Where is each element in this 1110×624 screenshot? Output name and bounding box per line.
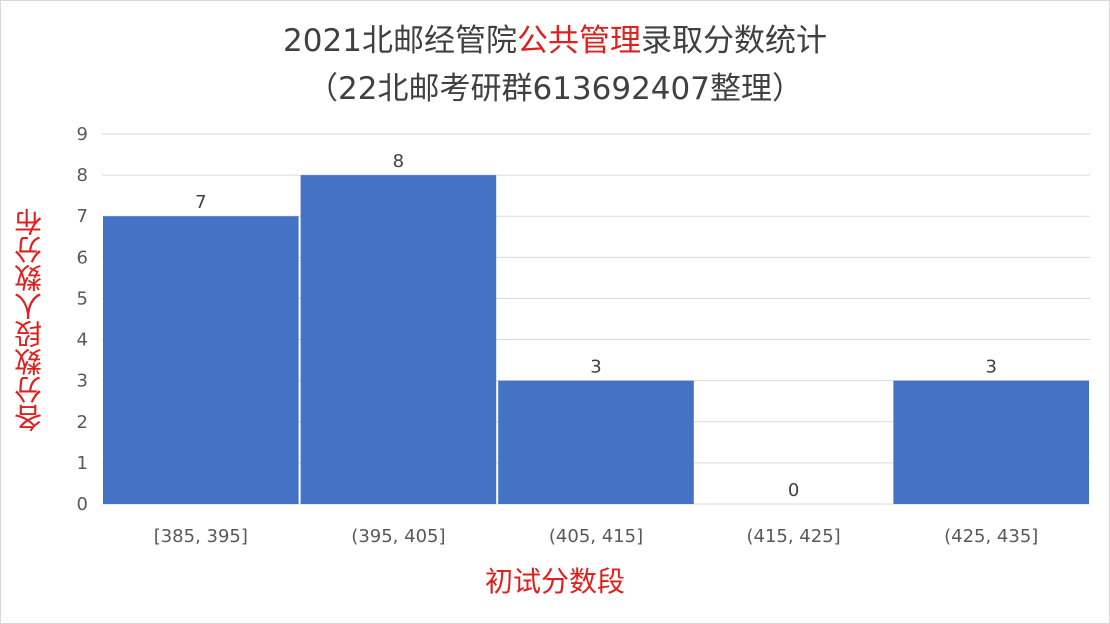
bar [103,216,299,504]
data-label: 7 [195,192,206,213]
y-tick-label: 5 [77,288,88,309]
x-tick-label: (415, 425] [746,526,840,547]
title-part-2: 录取分数统计 [640,23,827,59]
chart-subtitle: （22北邮考研群613692407整理） [307,71,803,107]
y-tick-label: 1 [77,453,88,474]
y-tick-label: 4 [77,330,88,351]
title-part-1: 2021北邮经管院 [283,23,517,59]
x-axis-label: 初试分数段 [484,565,625,598]
y-tick-label: 2 [77,412,88,433]
y-tick-label: 6 [77,247,88,268]
bar [498,380,694,504]
bar [300,175,497,504]
x-tick-label: (405, 415] [549,526,643,547]
y-tick-label: 7 [77,206,88,227]
chart-title: 2021北邮经管院公共管理录取分数统计 [0,20,1110,62]
x-tick-label: (425, 435] [944,526,1038,547]
y-tick-label: 0 [77,494,88,515]
data-label: 8 [393,151,404,172]
labels: 0 1 2 3 4 5 6 7 8 9 7 [385, 395] 8 (395, 405] 3 (405, 4… [77,124,1039,547]
data-label: 3 [985,357,996,378]
bars [103,175,1089,504]
y-tick-label: 3 [77,371,88,392]
y-tick-label: 8 [77,165,88,186]
x-tick-label: (395, 405] [351,526,445,547]
bar [893,380,1089,504]
data-label: 3 [590,357,601,378]
data-label: 0 [788,480,799,501]
title-highlight: 公共管理 [516,23,641,59]
y-tick-label: 9 [77,124,88,145]
x-tick-label: [385, 395] [154,526,248,547]
